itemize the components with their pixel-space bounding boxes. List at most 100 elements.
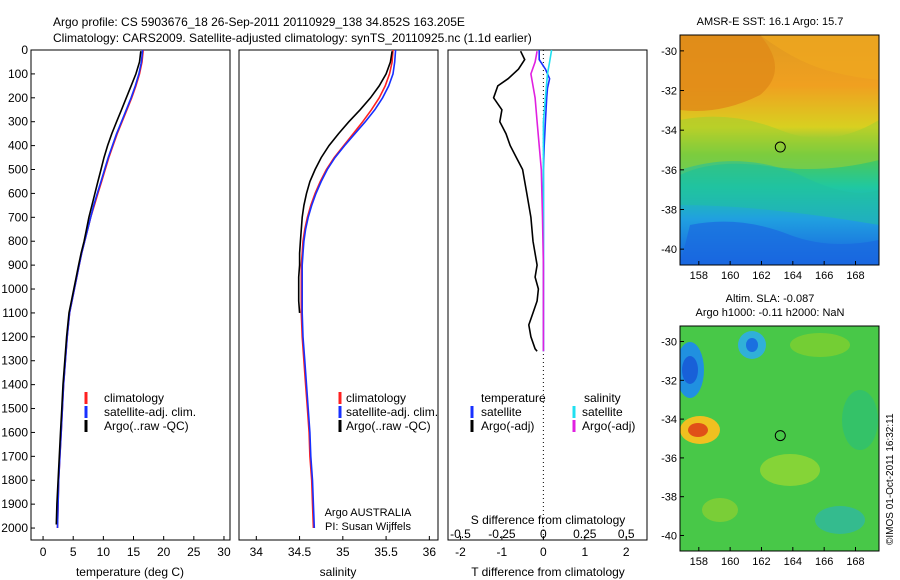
y-tick-label: 1200	[1, 330, 28, 344]
temperature-x-axis: 0 5 10 15 20 25 30	[40, 536, 231, 559]
legend-label-climatology: climatology	[104, 391, 164, 405]
s-diff-tick-label: -0.25	[488, 527, 516, 541]
legend-label-s-satellite: satellite	[582, 405, 623, 419]
s-difference-label: S difference from climatology	[471, 513, 626, 527]
sla-map-axes: 158 160 162 164 166 168 -30 -32 -34 -36 -38 -40	[661, 337, 865, 568]
legend-header-salinity: salinity	[584, 391, 621, 405]
x-tick-label: -1	[497, 545, 508, 559]
pi-name-label: PI: Susan Wijffels	[325, 521, 411, 533]
x-tick-label: 35.5	[374, 545, 398, 559]
lon-tick-label: 164	[784, 270, 802, 282]
legend-label-s-argo: Argo(-adj)	[582, 419, 635, 433]
s-diff-tick-label: 0	[540, 527, 547, 541]
y-tick-label: 700	[8, 210, 28, 224]
s-diff-tick-label: -0.5	[450, 527, 471, 541]
y-tick-label: 1400	[1, 378, 28, 392]
temperature-lines	[55, 49, 144, 529]
temperature-panel: 0100200300400500600700800900100011001200…	[1, 43, 231, 579]
sst-map-axes: 158 160 162 164 166 168 -30 -32 -34 -36 -38 -40	[661, 46, 865, 282]
difference-lines	[492, 49, 553, 352]
header-line-2: Climatology: CARS2009. Satellite-adjuste…	[53, 31, 532, 45]
series-line-climatology	[56, 49, 144, 529]
x-tick-label: 20	[157, 545, 171, 559]
y-tick-label: 1700	[1, 449, 28, 463]
legend-label-satellite: satellite-adj. clim.	[104, 405, 196, 419]
series-line-temperature-argo-adj-	[492, 50, 540, 352]
y-tick-label: 300	[8, 115, 28, 129]
lat-tick-label: -34	[661, 125, 677, 137]
sst-map-title: AMSR-E SST: 16.1 Argo: 15.7	[697, 16, 844, 28]
x-tick-label: 34	[250, 545, 264, 559]
legend-label-t-argo: Argo(-adj)	[481, 419, 534, 433]
series-line-salinity-argo-adj-	[530, 51, 545, 352]
x-tick-label: 0	[40, 545, 47, 559]
lon-tick-label: 160	[721, 556, 739, 568]
x-tick-label: 10	[97, 545, 111, 559]
legend-label-argo: Argo(..raw -QC)	[104, 419, 189, 433]
y-tick-label: 200	[8, 91, 28, 105]
sla-heatmap	[680, 326, 879, 551]
x-tick-label: 15	[127, 545, 141, 559]
temperature-axes-box	[30, 49, 231, 541]
legend-header-temperature: temperature	[481, 391, 546, 405]
sla-map-title-2: Argo h1000: -0.11 h2000: NaN	[695, 307, 844, 319]
y-tick-label: 500	[8, 163, 28, 177]
sst-map-frame	[679, 34, 880, 266]
s-diff-tick-label: 0.25	[573, 527, 597, 541]
salinity-axes-box	[238, 49, 439, 541]
lat-tick-label: -32	[661, 86, 677, 98]
temperature-legend: climatology satellite-adj. clim. Argo(..…	[84, 391, 196, 433]
lon-tick-label: 166	[815, 270, 833, 282]
x-tick-label: 0	[540, 545, 547, 559]
series-line-argo-raw-qc-	[297, 51, 393, 313]
lat-tick-label: -36	[661, 453, 677, 465]
argo-position-marker	[774, 141, 786, 153]
legend-label-argo: Argo(..raw -QC)	[346, 419, 431, 433]
lat-tick-label: -34	[661, 414, 677, 426]
x-tick-label: 25	[187, 545, 201, 559]
salinity-x-label: salinity	[320, 565, 357, 579]
difference-axes-box	[447, 49, 648, 541]
y-tick-label: 1900	[1, 497, 28, 511]
lon-tick-label: 168	[846, 270, 864, 282]
lat-tick-label: -40	[661, 244, 677, 256]
x-tick-label: -2	[455, 545, 466, 559]
argo-position-marker	[774, 430, 786, 442]
footer-timestamp: ©IMOS 01-Oct-2011 16:32:11	[885, 413, 896, 545]
salinity-lines	[297, 49, 397, 529]
y-tick-label: 1600	[1, 425, 28, 439]
series-line-satellite-adj-clim-	[301, 49, 397, 529]
x-tick-label: 5	[70, 545, 77, 559]
y-tick-label: 400	[8, 139, 28, 153]
y-tick-label: 600	[8, 186, 28, 200]
header-line-1: Argo profile: CS 5903676_18 26-Sep-2011 …	[53, 15, 465, 29]
series-line-argo-raw-qc-	[55, 51, 142, 525]
lon-tick-label: 162	[752, 556, 770, 568]
x-tick-label: 30	[217, 545, 231, 559]
y-tick-label: 1100	[2, 306, 28, 320]
lat-tick-label: -30	[661, 46, 677, 58]
y-tick-label: 800	[8, 234, 28, 248]
salinity-axes: 34 34.5 35 35.5 36	[250, 536, 436, 559]
s-diff-tick-label: 0.5	[618, 527, 635, 541]
lon-tick-label: 158	[690, 270, 708, 282]
difference-axes: -2 -1 0 1 2 -0.5 -0.25 0 0.25 0.5	[450, 50, 635, 559]
lat-tick-label: -38	[661, 492, 677, 504]
salinity-legend: climatology satellite-adj. clim. Argo(..…	[338, 391, 438, 433]
lon-tick-label: 164	[784, 556, 802, 568]
y-tick-label: 0	[21, 43, 28, 57]
difference-panel: -2 -1 0 1 2 -0.5 -0.25 0 0.25 0.5 S difference fr…	[447, 49, 648, 579]
lon-tick-label: 168	[846, 556, 864, 568]
sla-map-frame	[679, 325, 880, 552]
lon-tick-label: 160	[721, 270, 739, 282]
x-tick-label: 35	[336, 545, 350, 559]
salinity-panel: 34 34.5 35 35.5 36 salinity climatology sate…	[238, 49, 439, 579]
y-tick-label: 1500	[1, 402, 28, 416]
y-tick-label: 1000	[1, 282, 28, 296]
y-tick-label: 1300	[1, 354, 28, 368]
y-tick-label: 100	[8, 67, 28, 81]
y-tick-label: 1800	[1, 473, 28, 487]
sla-map-title-1: Altim. SLA: -0.087	[726, 293, 815, 305]
x-tick-label: 2	[623, 545, 630, 559]
